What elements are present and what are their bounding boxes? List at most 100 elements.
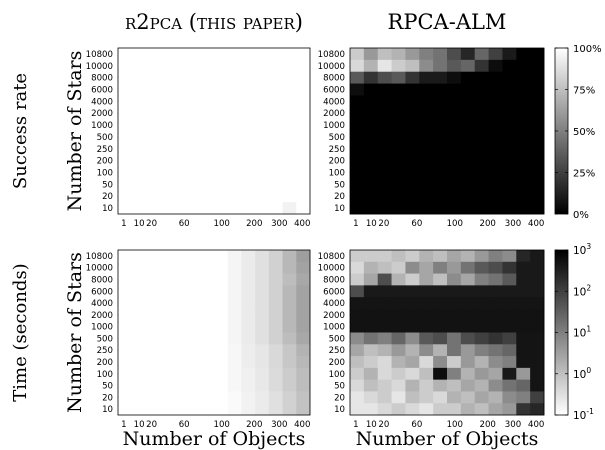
heatmap-cell (391, 71, 406, 84)
heatmap-cell (419, 367, 434, 381)
heatmap-cell (447, 344, 462, 357)
heatmap-cell (433, 178, 448, 191)
heatmap-cell (488, 95, 503, 108)
heatmap-cell (377, 48, 392, 61)
heatmap-cell (172, 83, 187, 96)
heatmap-cell (241, 154, 256, 167)
heatmap-cell (159, 202, 174, 215)
heatmap-cell (419, 178, 434, 191)
heatmap-cell (268, 367, 283, 381)
heatmap-cell (268, 285, 283, 298)
heatmap-cell (391, 131, 406, 144)
heatmap-cell (186, 320, 201, 333)
heatmap-cell (488, 178, 503, 191)
heatmap-cell (391, 190, 406, 203)
heatmap-cell (255, 320, 270, 333)
heatmap-cell (405, 119, 420, 132)
heatmap-cell (214, 320, 229, 333)
heatmap-cell (172, 142, 187, 156)
heatmap-cell (186, 48, 201, 61)
heatmap-cell (350, 190, 365, 203)
heatmap-cell (200, 119, 215, 132)
heatmap-cell (186, 166, 201, 179)
x-tick-label: 200 (246, 420, 262, 430)
heatmap-cell (200, 320, 215, 333)
heatmap-cell (296, 403, 311, 416)
heatmap-cell (516, 356, 531, 369)
heatmap-cell (460, 273, 476, 286)
heatmap-cell (488, 154, 503, 167)
heatmap-cell (282, 261, 297, 274)
x-tick-label: 400 (528, 420, 544, 430)
heatmap-cell (118, 83, 133, 96)
heatmap-cell (214, 178, 229, 191)
heatmap-cell (447, 166, 462, 179)
y-tick-label: 200 (97, 358, 113, 368)
row-label: Success rate (10, 73, 31, 189)
heatmap-cell (460, 367, 476, 381)
heatmap-cell (131, 273, 146, 286)
x-axis-label: Number of Objects (356, 428, 539, 450)
heatmap-cell (502, 356, 517, 369)
heatmap-cell (118, 273, 133, 286)
heatmap-cell (282, 95, 297, 108)
heatmap-cell (516, 190, 531, 203)
heatmap-cell (214, 59, 229, 73)
heatmap-cell (200, 391, 215, 404)
heatmap-cell (363, 356, 379, 369)
y-tick-label: 10800 (86, 252, 113, 262)
heatmap-cell (118, 59, 133, 73)
heatmap-cell (488, 332, 503, 345)
heatmap-cell (131, 190, 146, 203)
heatmap-cell (516, 107, 531, 120)
heatmap-cell (447, 119, 462, 132)
heatmap-cell (227, 131, 242, 144)
heatmap-cell (241, 190, 256, 203)
heatmap-cell (377, 154, 392, 167)
heatmap-cell (282, 190, 297, 203)
heatmap-cell (405, 166, 420, 179)
heatmap-cell (405, 154, 420, 167)
heatmap-cell (474, 391, 489, 404)
heatmap-cell (460, 107, 476, 120)
colorbar-tick-label: 25% (573, 169, 595, 180)
y-tick-label: 200 (329, 358, 345, 368)
heatmap-cell (145, 250, 160, 263)
heatmap-cell (405, 59, 420, 73)
heatmap-cell (241, 166, 256, 179)
heatmap-cell (391, 356, 406, 369)
heatmap-cell (145, 297, 160, 310)
heatmap-cell (502, 48, 517, 61)
heatmap-cell (433, 48, 448, 61)
heatmap-cell (159, 356, 174, 369)
heatmap-cell (227, 356, 242, 369)
x-tick-label: 400 (294, 219, 310, 229)
heatmap-cell (131, 178, 146, 191)
heatmap-cell (172, 178, 187, 191)
y-tick-label: 500 (97, 133, 113, 143)
heatmap-cell (268, 178, 283, 191)
y-tick-label: 2000 (323, 109, 345, 119)
heatmap-cell (200, 107, 215, 120)
heatmap-cell (419, 95, 434, 108)
heatmap-cell (433, 166, 448, 179)
y-tick-label: 6000 (91, 86, 113, 96)
heatmap-cell (118, 356, 133, 369)
heatmap-cell (488, 379, 503, 392)
heatmap-cell (268, 332, 283, 345)
heatmap-cell (268, 142, 283, 156)
heatmap-cell (200, 178, 215, 191)
heatmap-cell (391, 48, 406, 61)
heatmap-cell (363, 285, 379, 298)
heatmap-cell (186, 95, 201, 108)
heatmap-cell (419, 320, 434, 333)
heatmap-cell (460, 403, 476, 416)
heatmap-cell (172, 59, 187, 73)
heatmap-cell (118, 107, 133, 120)
heatmap-cell (118, 119, 133, 132)
heatmap-cell (268, 344, 283, 357)
heatmap-cell (516, 131, 531, 144)
heatmap-cell (131, 95, 146, 108)
x-tick-label: 20 (146, 420, 157, 430)
heatmap-cell (145, 332, 160, 345)
